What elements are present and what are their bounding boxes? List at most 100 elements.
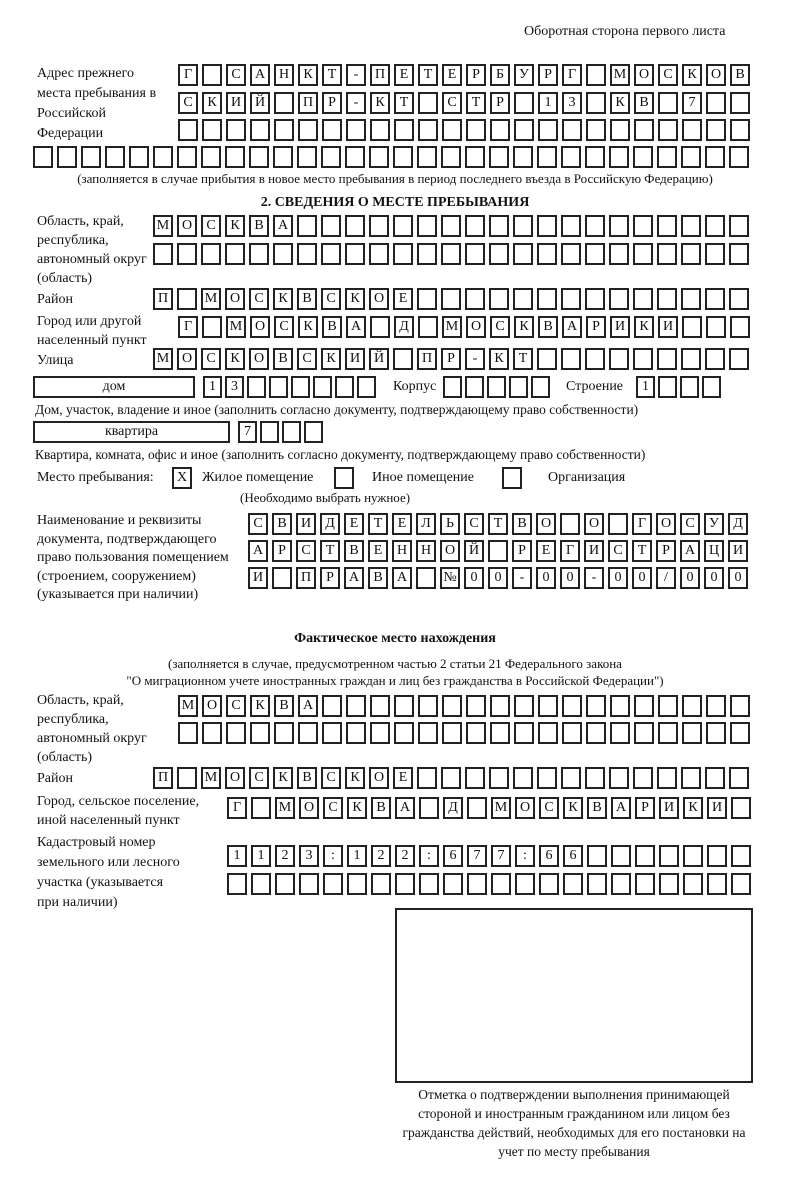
char-cell[interactable]: О (656, 513, 676, 535)
char-cell[interactable]: Е (536, 540, 556, 562)
char-cell[interactable] (465, 146, 485, 168)
char-cell[interactable]: О (369, 767, 389, 789)
char-cell[interactable] (634, 722, 654, 744)
char-cell[interactable]: Р (322, 92, 342, 114)
char-cell[interactable]: С (178, 92, 198, 114)
char-cell[interactable]: В (297, 288, 317, 310)
char-cell[interactable]: 1 (227, 845, 247, 867)
char-cell[interactable] (369, 243, 389, 265)
char-cell[interactable] (537, 146, 557, 168)
char-cell[interactable] (321, 243, 341, 265)
actual-region-row-2[interactable] (178, 722, 754, 744)
char-cell[interactable] (393, 243, 413, 265)
char-cell[interactable]: С (296, 540, 316, 562)
char-cell[interactable]: К (634, 316, 654, 338)
char-cell[interactable]: С (274, 316, 294, 338)
char-cell[interactable]: Р (656, 540, 676, 562)
char-cell[interactable]: А (346, 316, 366, 338)
char-cell[interactable] (561, 288, 581, 310)
char-cell[interactable]: К (682, 64, 702, 86)
char-cell[interactable] (273, 243, 293, 265)
char-cell[interactable]: О (515, 797, 535, 819)
char-cell[interactable] (611, 873, 631, 895)
char-cell[interactable] (297, 243, 317, 265)
char-cell[interactable] (514, 695, 534, 717)
char-cell[interactable]: А (680, 540, 700, 562)
document-row-3[interactable]: И П Р А В А № 0 0-0 0-0 0/0 0 0 (248, 567, 752, 589)
char-cell[interactable] (272, 567, 292, 589)
char-cell[interactable]: Т (632, 540, 652, 562)
char-cell[interactable]: К (321, 348, 341, 370)
char-cell[interactable]: 7 (467, 845, 487, 867)
char-cell[interactable] (490, 695, 510, 717)
char-cell[interactable]: А (250, 64, 270, 86)
char-cell[interactable] (250, 722, 270, 744)
char-cell[interactable] (346, 695, 366, 717)
char-cell[interactable]: 1 (203, 376, 222, 398)
char-cell[interactable] (514, 119, 534, 141)
char-cell[interactable] (299, 873, 319, 895)
char-cell[interactable] (226, 119, 246, 141)
char-cell[interactable]: М (153, 215, 173, 237)
char-cell[interactable] (153, 243, 173, 265)
char-cell[interactable] (680, 376, 699, 398)
char-cell[interactable]: М (491, 797, 511, 819)
char-cell[interactable] (731, 873, 751, 895)
char-cell[interactable]: Р (490, 92, 510, 114)
char-cell[interactable] (635, 845, 655, 867)
char-cell[interactable] (563, 873, 583, 895)
char-cell[interactable] (153, 146, 173, 168)
char-cell[interactable] (346, 119, 366, 141)
char-cell[interactable]: И (226, 92, 246, 114)
char-cell[interactable] (609, 348, 629, 370)
char-cell[interactable] (657, 288, 677, 310)
char-cell[interactable] (610, 119, 630, 141)
char-cell[interactable]: - (512, 567, 532, 589)
char-cell[interactable]: К (610, 92, 630, 114)
char-cell[interactable]: П (153, 288, 173, 310)
char-cell[interactable]: И (659, 797, 679, 819)
char-cell[interactable] (633, 146, 653, 168)
char-cell[interactable]: С (249, 288, 269, 310)
char-cell[interactable] (562, 722, 582, 744)
char-cell[interactable]: 0 (488, 567, 508, 589)
char-cell[interactable] (105, 146, 125, 168)
char-cell[interactable]: П (417, 348, 437, 370)
char-cell[interactable] (201, 146, 221, 168)
char-cell[interactable]: П (298, 92, 318, 114)
char-cell[interactable] (417, 288, 437, 310)
char-cell[interactable] (683, 873, 703, 895)
char-cell[interactable] (539, 873, 559, 895)
char-cell[interactable]: Г (178, 64, 198, 86)
char-cell[interactable] (489, 146, 509, 168)
char-cell[interactable]: О (706, 64, 726, 86)
char-cell[interactable]: В (297, 767, 317, 789)
char-cell[interactable]: П (296, 567, 316, 589)
char-cell[interactable]: С (226, 64, 246, 86)
char-cell[interactable] (345, 146, 365, 168)
char-cell[interactable]: О (225, 767, 245, 789)
char-cell[interactable] (705, 767, 725, 789)
char-cell[interactable] (418, 92, 438, 114)
char-cell[interactable] (321, 215, 341, 237)
char-cell[interactable]: И (728, 540, 748, 562)
char-cell[interactable]: А (344, 567, 364, 589)
char-cell[interactable]: Б (490, 64, 510, 86)
char-cell[interactable] (466, 119, 486, 141)
char-cell[interactable] (609, 243, 629, 265)
char-cell[interactable]: 0 (632, 567, 652, 589)
char-cell[interactable] (537, 215, 557, 237)
char-cell[interactable]: В (634, 92, 654, 114)
char-cell[interactable] (442, 695, 462, 717)
char-cell[interactable] (585, 146, 605, 168)
house-type-field[interactable]: дом (33, 376, 195, 398)
char-cell[interactable] (345, 243, 365, 265)
char-cell[interactable]: Г (560, 540, 580, 562)
char-cell[interactable]: Р (586, 316, 606, 338)
char-cell[interactable] (561, 767, 581, 789)
char-cell[interactable]: - (346, 64, 366, 86)
char-cell[interactable]: : (515, 845, 535, 867)
char-cell[interactable]: К (345, 767, 365, 789)
char-cell[interactable] (513, 767, 533, 789)
char-cell[interactable]: К (250, 695, 270, 717)
